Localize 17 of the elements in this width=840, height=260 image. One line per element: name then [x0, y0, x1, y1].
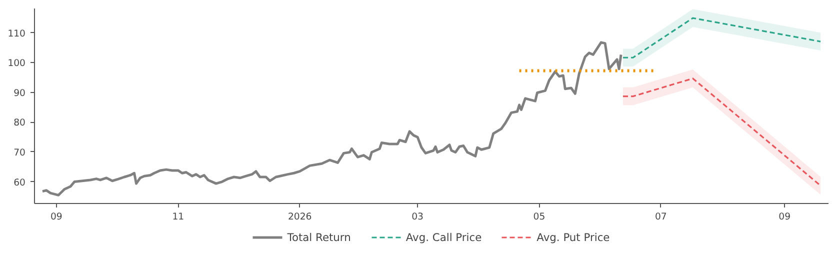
y-tick-label: 110: [8, 28, 26, 40]
y-tick-label: 70: [14, 147, 26, 158]
y-tick-label: 90: [14, 88, 26, 99]
x-tick-label: 2026: [288, 212, 312, 222]
x-tick-label: 03: [412, 212, 424, 222]
legend-label: Total Return: [287, 230, 351, 244]
legend-label: Avg. Put Price: [536, 230, 610, 244]
x-tick-label: 05: [533, 212, 546, 222]
y-tick-label: 80: [14, 118, 26, 129]
y-tick-label: 100: [8, 58, 26, 70]
line-series: [41, 41, 622, 196]
x-tick-label: 09: [778, 212, 791, 222]
x-tick-label: 09: [50, 212, 62, 222]
legend-label: Avg. Call Price: [406, 230, 482, 244]
x-tick-label: 11: [172, 212, 184, 222]
x-tick-label: 07: [654, 212, 667, 222]
y-tick-label: 60: [14, 177, 26, 188]
